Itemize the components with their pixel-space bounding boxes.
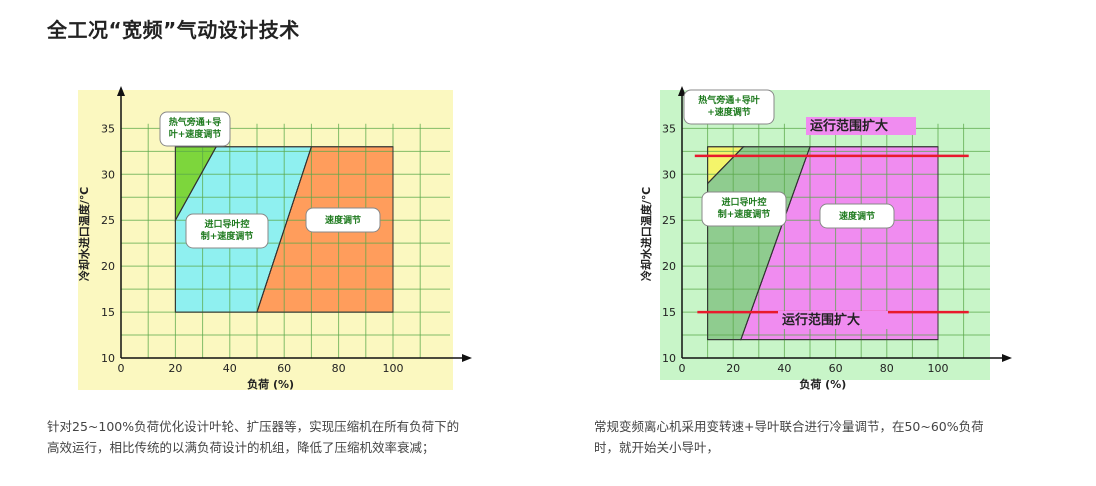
- annotation-bg: [806, 117, 916, 135]
- region-label-bubble: [305, 207, 381, 233]
- y-tick-label: 35: [662, 122, 676, 135]
- caption-left-line-1: 针对25~100%负荷优化设计叶轮、扩压器等，实现压缩机在所有负荷下的: [47, 419, 460, 434]
- x-axis-arrow: [462, 354, 472, 362]
- annotation-bg: [778, 311, 888, 329]
- y-tick-label: 10: [101, 352, 115, 365]
- x-tick-label: 0: [118, 362, 125, 375]
- caption-right: 常规变频离心机采用变转速+导叶联合进行冷量调节，在50~60%负荷 时，就开始关…: [594, 416, 1044, 458]
- page-title: 全工况“宽频”气动设计技术: [47, 18, 300, 42]
- x-tick-label: 80: [332, 362, 346, 375]
- x-tick-label: 20: [168, 362, 182, 375]
- y-tick-label: 15: [101, 306, 115, 319]
- region-label-bubble: [683, 89, 775, 125]
- caption-right-line-1: 常规变频离心机采用变转速+导叶联合进行冷量调节，在50~60%负荷: [594, 419, 984, 434]
- region-label: +速度调节: [707, 106, 751, 118]
- y-tick-label: 15: [662, 306, 676, 319]
- x-tick-label: 100: [928, 362, 949, 375]
- chart-operating-range-right: 0 20 40 60 80 100 10 15 20 25 30 35 负荷 (%) 冷却水进口温度/℃ 热…: [640, 82, 1040, 392]
- y-tick-label: 20: [101, 260, 115, 273]
- region-label: 热气旁通+导叶: [698, 94, 760, 106]
- chart-operating-range-left: 0 20 40 60 80 100 10 15 20 25 30 35 负荷 (%) 冷却水进口温度/℃ 热…: [78, 82, 488, 392]
- y-tick-label: 25: [101, 214, 115, 227]
- x-axis-title: 负荷 (%): [247, 377, 294, 391]
- y-axis-arrow: [678, 86, 686, 96]
- y-tick-label: 25: [662, 214, 676, 227]
- x-tick-label: 0: [679, 362, 686, 375]
- x-tick-label: 40: [777, 362, 791, 375]
- region-label: 进口导叶控: [204, 218, 249, 230]
- region-outline-3: [740, 146, 939, 341]
- x-tick-label: 80: [880, 362, 894, 375]
- region-label-bubble: [159, 111, 231, 147]
- caption-left: 针对25~100%负荷优化设计叶轮、扩压器等，实现压缩机在所有负荷下的 高效运行…: [47, 416, 527, 458]
- y-tick-label: 20: [662, 260, 676, 273]
- y-axis-title: 冷却水进口温度/℃: [78, 187, 91, 281]
- region-label-bubble: [185, 213, 269, 249]
- chart-left-svg: 0 20 40 60 80 100 10 15 20 25 30 35 负荷 (%) 冷却水进口温度/℃ 热…: [78, 86, 472, 391]
- x-tick-label: 60: [829, 362, 843, 375]
- y-tick-label: 30: [662, 168, 676, 181]
- y-tick-label: 30: [101, 168, 115, 181]
- region-label: 热气旁通+导: [169, 116, 222, 128]
- caption-right-line-2: 时，就开始关小导叶，: [594, 440, 720, 455]
- region-outline-2: [174, 146, 313, 313]
- y-axis-title: 冷却水进口温度/℃: [640, 187, 653, 281]
- region-label-bubble: [701, 191, 787, 227]
- x-tick-label: 40: [223, 362, 237, 375]
- y-tick-label: 35: [101, 122, 115, 135]
- x-axis-arrow: [1002, 354, 1012, 362]
- region-label: 制+速度调节: [201, 230, 254, 242]
- region-label: 进口导叶控: [721, 196, 766, 208]
- annotation-text: 运行范围扩大: [810, 118, 888, 134]
- region-label: 制+速度调节: [718, 208, 771, 220]
- region-outline-3: [256, 146, 394, 313]
- annotation-text: 运行范围扩大: [782, 312, 860, 328]
- x-tick-label: 20: [726, 362, 740, 375]
- region-label: 叶+速度调节: [169, 128, 222, 140]
- x-tick-label: 60: [277, 362, 291, 375]
- y-tick-label: 10: [662, 352, 676, 365]
- x-axis-title: 负荷 (%): [799, 377, 846, 391]
- chart-right-svg: 0 20 40 60 80 100 10 15 20 25 30 35 负荷 (%) 冷却水进口温度/℃ 热…: [640, 86, 1012, 391]
- region-label: 速度调节: [325, 214, 361, 226]
- x-tick-label: 100: [383, 362, 404, 375]
- region-label: 速度调节: [839, 210, 875, 222]
- caption-left-line-2: 高效运行，相比传统的以满负荷设计的机组，降低了压缩机效率衰减；: [47, 440, 435, 455]
- y-axis-arrow: [117, 86, 125, 96]
- region-label-bubble: [819, 203, 895, 229]
